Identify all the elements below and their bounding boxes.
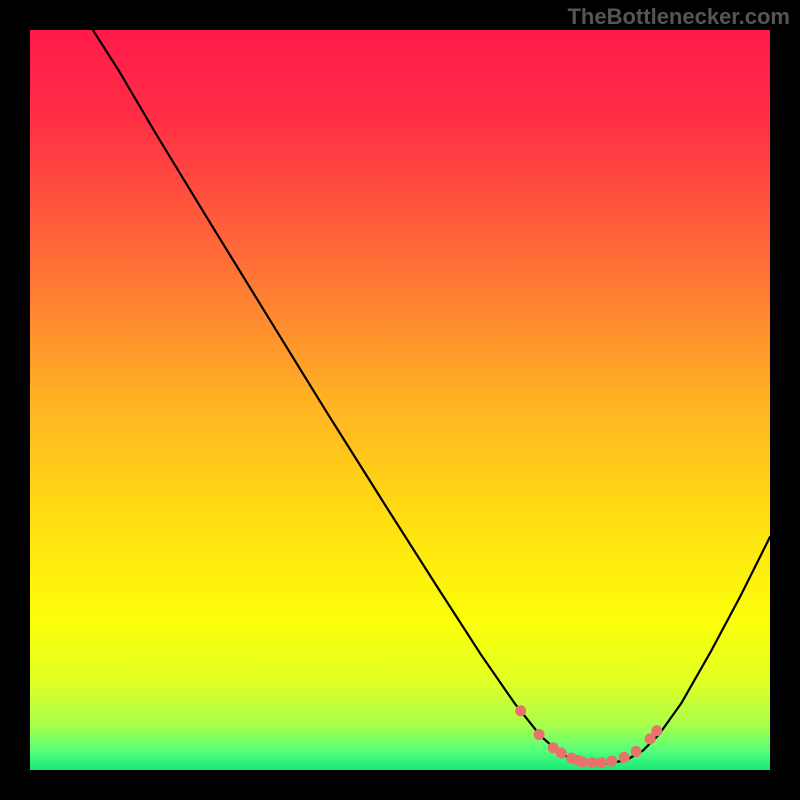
chart-container: { "watermark": { "text": "TheBottlenecke… bbox=[0, 0, 800, 800]
watermark-text: TheBottlenecker.com bbox=[567, 4, 790, 30]
marker-dot bbox=[577, 756, 588, 767]
marker-dot bbox=[534, 729, 545, 740]
marker-dot bbox=[556, 747, 567, 758]
marker-dot bbox=[619, 752, 630, 763]
marker-dot bbox=[631, 746, 642, 757]
marker-dot bbox=[596, 757, 607, 768]
marker-dot bbox=[651, 725, 662, 736]
marker-dot bbox=[515, 705, 526, 716]
marker-dot bbox=[606, 756, 617, 767]
gradient-background bbox=[30, 30, 770, 770]
bottleneck-chart bbox=[0, 0, 800, 800]
